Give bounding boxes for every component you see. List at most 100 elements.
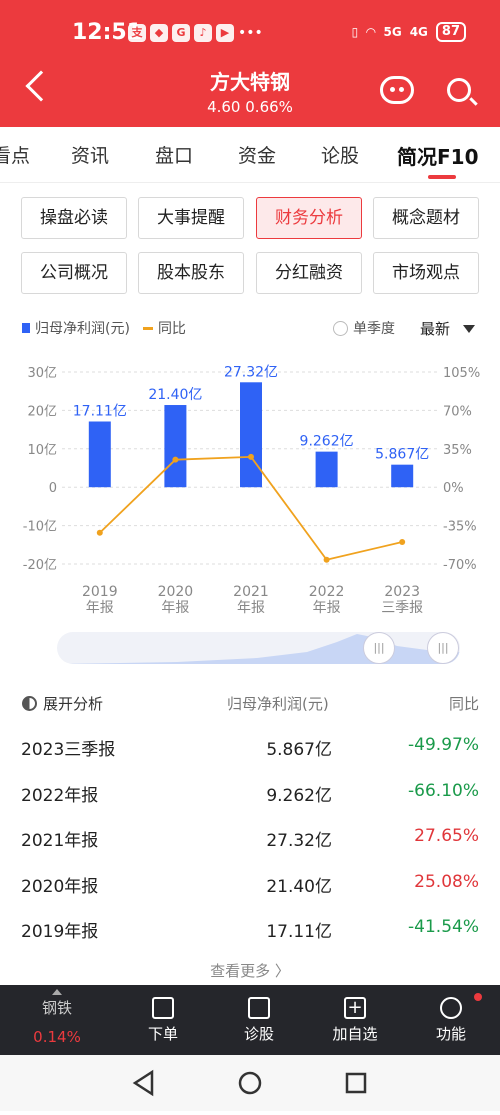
- line-legend-label: 同比: [157, 321, 186, 337]
- x-tick-label: 2022: [309, 584, 345, 600]
- col-yoy-header: 同比: [448, 695, 479, 713]
- col-profit-header: 归母净利润(元): [227, 695, 329, 713]
- bar-value-label: 9.262亿: [300, 434, 354, 450]
- sector-info[interactable]: 钢铁 0.14%: [22, 989, 92, 1046]
- bar: [88, 421, 111, 488]
- status-bar: 12:51 支 ◆ G ♪ ▶ ••• ▯ ◠ 5G 4G 87: [0, 14, 500, 54]
- more-dots-icon: •••: [238, 25, 263, 41]
- btn-company-overview[interactable]: 公司概况: [21, 252, 127, 294]
- nav-recent-icon[interactable]: [345, 1072, 367, 1094]
- x-tick-label: 年报: [161, 600, 189, 616]
- diagnose-button[interactable]: 诊股: [224, 997, 294, 1044]
- stock-quote: 4.60 0.66%: [0, 98, 500, 116]
- x-tick-label: 年报: [237, 600, 265, 616]
- bar: [391, 464, 414, 488]
- bar: [240, 382, 262, 488]
- tab-kandian[interactable]: 看点: [0, 145, 31, 167]
- btn-trading-must-read[interactable]: 操盘必读: [21, 197, 127, 239]
- yoy-point: [96, 529, 103, 536]
- tab-forum[interactable]: 论股: [321, 145, 360, 167]
- sort-dropdown[interactable]: 最新: [420, 318, 476, 339]
- table-row[interactable]: 2022年报 9.262亿 -66.10%: [0, 773, 500, 813]
- bar-value-label: 5.867亿: [375, 447, 429, 463]
- bar: [164, 405, 187, 488]
- btn-market-views[interactable]: 市场观点: [373, 252, 479, 294]
- functions-button[interactable]: 功能: [416, 993, 486, 1044]
- range-handle-left[interactable]: |||: [363, 632, 395, 664]
- sector-name: 钢铁: [41, 999, 72, 1017]
- stock-price: 4.60: [207, 98, 241, 116]
- expand-label: 展开分析: [43, 695, 104, 713]
- add-watchlist-label: 加自选: [332, 1025, 378, 1043]
- radio-icon[interactable]: [333, 320, 348, 336]
- search-icon[interactable]: [447, 78, 471, 102]
- battery-indicator: 87: [435, 22, 466, 42]
- btn-concepts[interactable]: 概念题材: [373, 197, 479, 239]
- btn-major-events[interactable]: 大事提醒: [138, 197, 244, 239]
- vibrate-icon: ▯: [351, 25, 359, 39]
- yoy-cell: -49.97%: [408, 735, 479, 755]
- tab-orderbook[interactable]: 盘口: [155, 145, 194, 167]
- btn-financial-analysis[interactable]: 财务分析: [256, 197, 362, 239]
- x-tick-label: 2023: [384, 584, 420, 600]
- btn-shareholders[interactable]: 股本股东: [138, 252, 244, 294]
- tab-fund-flow[interactable]: 资金: [238, 145, 277, 167]
- period-cell: 2021年报: [21, 831, 99, 851]
- value-cell: 5.867亿: [266, 740, 332, 760]
- left-tick-label: 0: [49, 481, 57, 496]
- quarterly-toggle[interactable]: 单季度: [333, 318, 395, 338]
- right-tick-label: 0%: [443, 481, 464, 496]
- chart-range-slider[interactable]: ||| |||: [57, 632, 460, 664]
- tab-news[interactable]: 资讯: [71, 145, 110, 167]
- chevron-down-icon: [463, 324, 476, 333]
- active-tab-indicator: [428, 175, 456, 179]
- x-tick-label: 三季报: [381, 600, 423, 616]
- tab-bar: 看点 资讯 盘口 资金 论股 简况F10: [0, 127, 500, 183]
- nav-home-icon[interactable]: [238, 1071, 262, 1095]
- yoy-cell: 25.08%: [414, 871, 479, 892]
- nav-back-icon[interactable]: [132, 1069, 154, 1097]
- right-tick-label: -35%: [443, 520, 477, 535]
- tab-f10[interactable]: 简况F10: [397, 145, 479, 169]
- view-more-link[interactable]: 查看更多 〉: [210, 962, 290, 980]
- network-5g: 5G: [383, 25, 402, 39]
- yoy-point: [323, 556, 330, 563]
- range-handle-right[interactable]: |||: [427, 632, 459, 664]
- pie-icon: [22, 696, 37, 711]
- x-tick-label: 年报: [86, 600, 114, 616]
- order-label: 下单: [147, 1025, 178, 1043]
- x-tick-label: 年报: [313, 600, 341, 616]
- expand-analysis[interactable]: 展开分析: [22, 693, 103, 714]
- stock-title: 方大特钢: [210, 70, 290, 94]
- robot-assistant-icon[interactable]: [380, 76, 414, 104]
- value-cell: 9.262亿: [266, 785, 332, 806]
- menu-icon: [440, 997, 462, 1019]
- btn-dividends[interactable]: 分红融资: [256, 252, 362, 294]
- app-icon: G: [172, 24, 190, 42]
- functions-label: 功能: [435, 1025, 466, 1043]
- sort-label: 最新: [420, 320, 451, 338]
- add-watchlist-button[interactable]: + 加自选: [320, 997, 390, 1044]
- x-tick-label: 2020: [158, 584, 194, 600]
- quarterly-label: 单季度: [353, 321, 395, 337]
- line-legend-swatch: [142, 326, 153, 330]
- table-row[interactable]: 2023三季报 5.867亿 -49.97%: [0, 727, 500, 767]
- music-icon: ♪: [194, 24, 212, 42]
- bar-legend-swatch: [22, 323, 30, 333]
- range-overview: [57, 634, 460, 664]
- table-header: 展开分析 归母净利润(元) 同比: [0, 693, 500, 715]
- yoy-cell: 27.65%: [414, 826, 479, 846]
- table-row[interactable]: 2021年报 27.32亿 27.65%: [0, 818, 500, 858]
- yoy-cell: -66.10%: [408, 780, 479, 801]
- left-tick-label: -10亿: [23, 520, 57, 535]
- notification-icons: 支 ◆ G ♪ ▶ •••: [128, 24, 263, 42]
- chart-legend: 归母净利润(元) 同比: [22, 318, 186, 338]
- order-icon: [152, 997, 174, 1019]
- table-row[interactable]: 2019年报 17.11亿 -41.54%: [0, 909, 500, 949]
- table-row[interactable]: 2020年报 21.40亿 25.08%: [0, 864, 500, 904]
- status-right: ▯ ◠ 5G 4G 87: [352, 22, 466, 42]
- left-tick-label: -20亿: [23, 558, 57, 573]
- order-button[interactable]: 下单: [128, 997, 198, 1044]
- network-4g: 4G: [409, 25, 428, 39]
- sector-change: 0.14%: [33, 1028, 81, 1046]
